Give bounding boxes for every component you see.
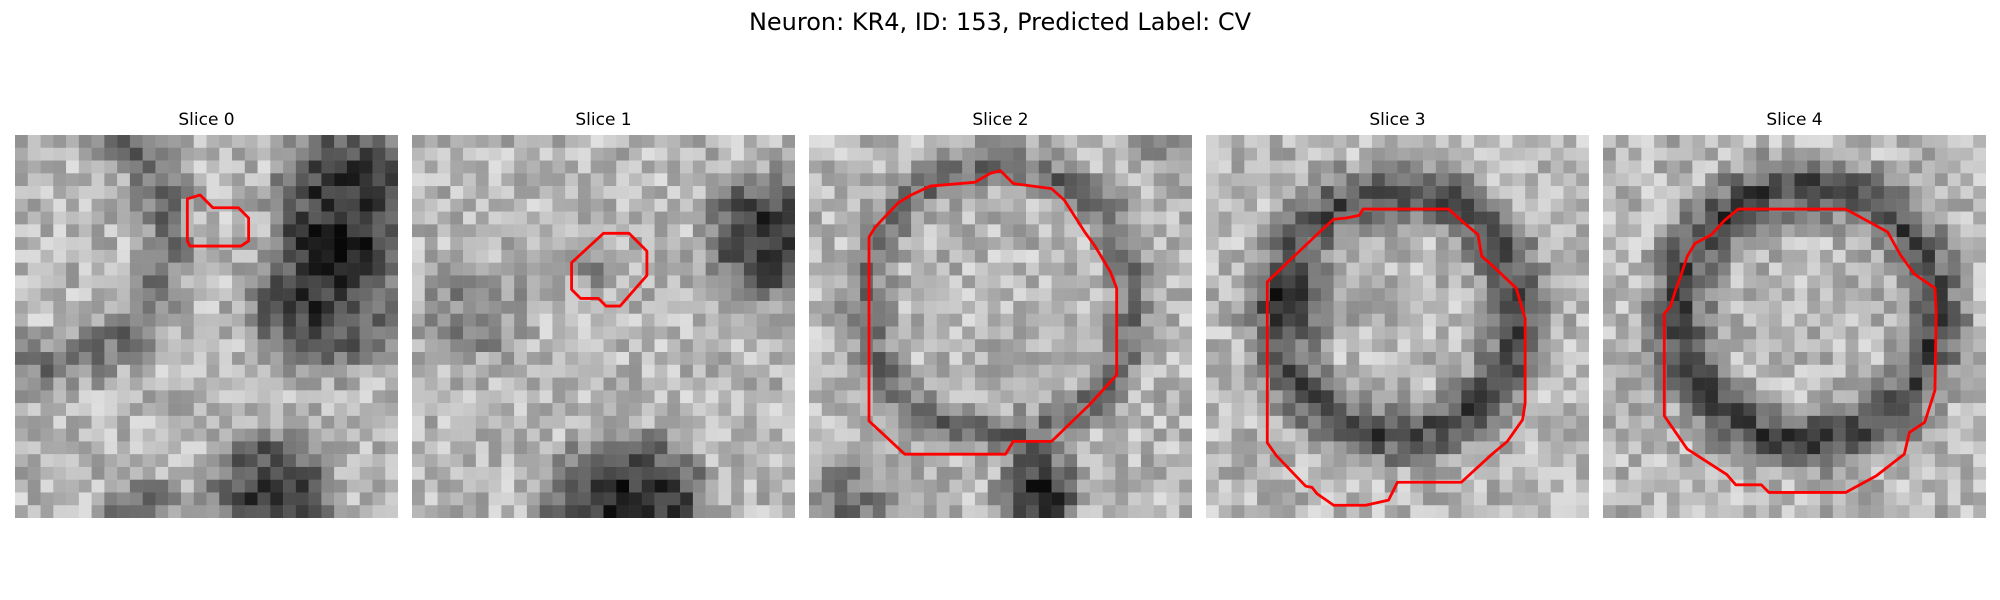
contour-outline — [570, 231, 649, 308]
slice-title: Slice 1 — [575, 110, 632, 130]
slice-title: Slice 3 — [1369, 110, 1426, 130]
contour-outline — [867, 169, 1119, 456]
contour-outline — [1265, 207, 1527, 507]
slice-panel-3: Slice 3 — [1206, 110, 1589, 518]
contour-outline — [185, 193, 251, 248]
slice-title: Slice 2 — [972, 110, 1029, 130]
slice-image — [809, 135, 1192, 518]
slice-image — [1206, 135, 1589, 518]
slice-image — [15, 135, 398, 518]
slice-image — [412, 135, 795, 518]
slice-title: Slice 0 — [178, 110, 235, 130]
slice-title: Slice 4 — [1766, 110, 1823, 130]
contour-outline — [1662, 207, 1938, 494]
slice-panel-0: Slice 0 — [15, 110, 398, 518]
slice-image — [1603, 135, 1986, 518]
slice-panel-2: Slice 2 — [809, 110, 1192, 518]
slice-panel-1: Slice 1 — [412, 110, 795, 518]
slice-panel-4: Slice 4 — [1603, 110, 1986, 518]
figure-title: Neuron: KR4, ID: 153, Predicted Label: C… — [748, 8, 1252, 36]
